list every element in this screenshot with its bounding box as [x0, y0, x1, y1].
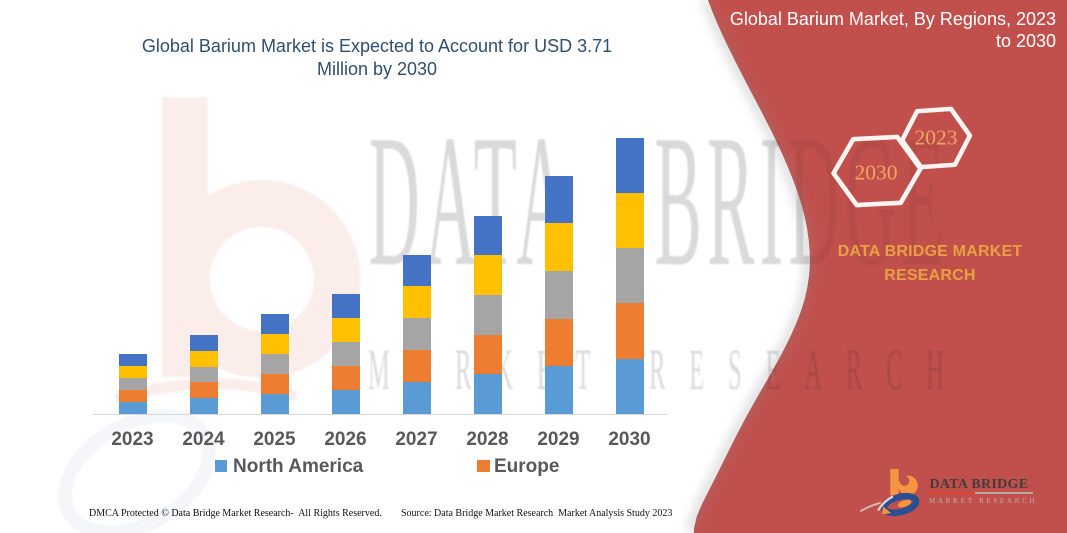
svg-text:DATA BRIDGE: DATA BRIDGE — [369, 96, 950, 305]
svg-text:2030: 2030 — [855, 161, 898, 185]
svg-text:2023: 2023 — [915, 126, 958, 150]
svg-text:MARKET RESEARCH: MARKET RESEARCH — [368, 337, 968, 402]
